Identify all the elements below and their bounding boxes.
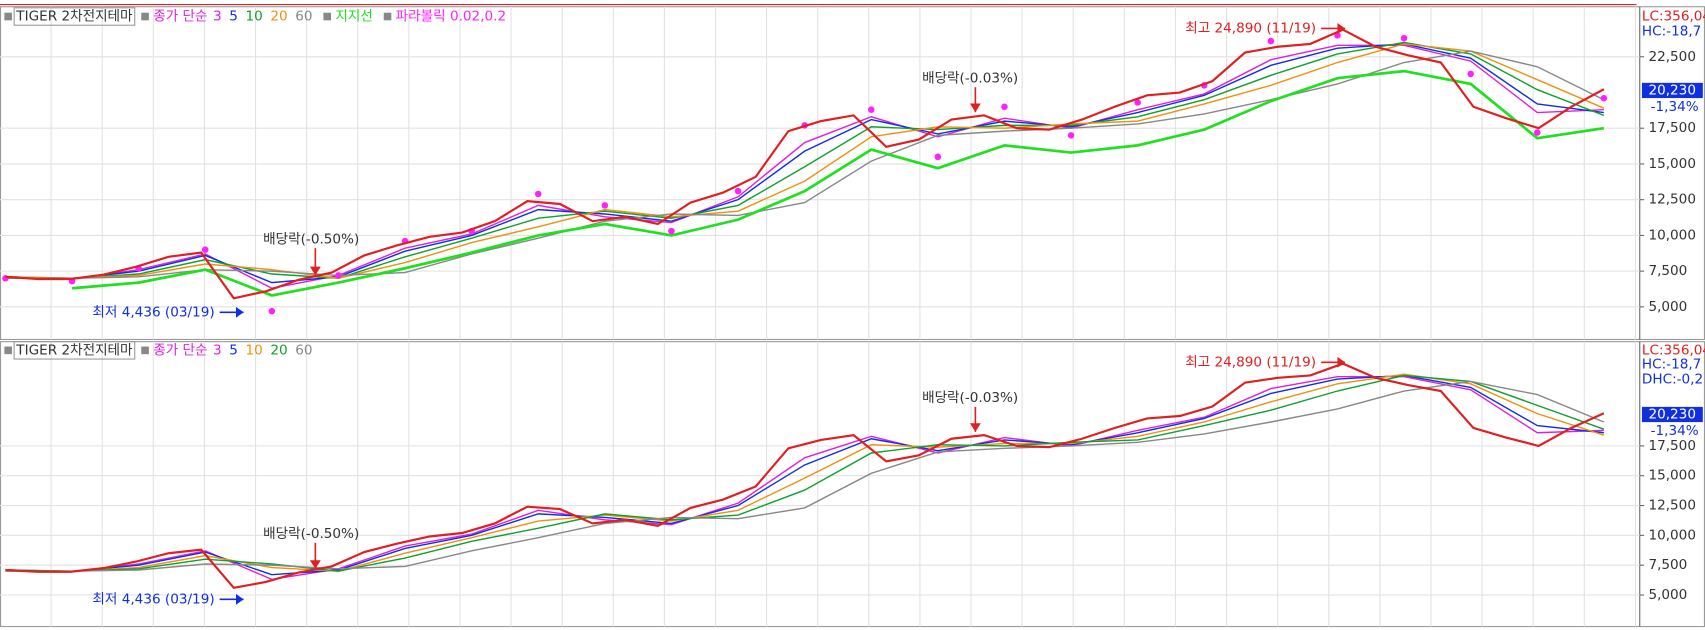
legend-entry: 파라볼릭 0.02,0.2 bbox=[396, 9, 506, 25]
legend-icon bbox=[141, 12, 149, 21]
parabolic-dot bbox=[934, 153, 942, 161]
moving-average-line bbox=[5, 43, 1604, 284]
side-label: DHC:-0,2 bbox=[1642, 372, 1703, 388]
y-tick-label: 10,000 bbox=[1648, 527, 1696, 543]
parabolic-dot bbox=[1001, 103, 1008, 111]
moving-average-line bbox=[5, 43, 1605, 279]
parabolic-dot bbox=[1067, 132, 1075, 139]
legend-icon bbox=[4, 12, 12, 21]
legend-entry: 10 bbox=[245, 9, 262, 25]
y-tick-label: 5,000 bbox=[1648, 299, 1687, 315]
arrow-head bbox=[1337, 23, 1346, 34]
moving-average-line bbox=[5, 380, 1605, 572]
y-tick-label: 7,500 bbox=[1648, 557, 1687, 573]
legend-title: TIGER 2차전지테마 bbox=[15, 342, 133, 358]
legend-icon bbox=[383, 12, 392, 21]
parabolic-dot bbox=[335, 272, 342, 279]
legend-entry: 60 bbox=[295, 9, 312, 25]
parabolic-dot bbox=[1267, 37, 1275, 45]
legend-entry: 3 bbox=[213, 342, 222, 358]
annotation: 최저 4,436 (03/19) bbox=[92, 304, 214, 320]
legend-icon bbox=[4, 346, 12, 355]
parabolic-dot bbox=[1600, 94, 1608, 102]
side-label: LC:356,04 bbox=[1642, 9, 1705, 25]
legend-entry: 20 bbox=[270, 342, 287, 358]
y-tick-label: 7,500 bbox=[1648, 263, 1687, 279]
moving-average-line bbox=[5, 374, 1605, 572]
arrow-head bbox=[969, 423, 981, 432]
moving-average-line bbox=[5, 50, 1605, 279]
parabolic-dot bbox=[1134, 99, 1141, 106]
panel-frame bbox=[0, 341, 1705, 628]
legend-entry: 60 bbox=[295, 342, 312, 358]
change-label: -1,34% bbox=[1651, 99, 1699, 115]
y-tick-label: 5,000 bbox=[1648, 587, 1687, 603]
y-tick-label: 17,500 bbox=[1648, 120, 1696, 136]
arrow-head bbox=[969, 103, 981, 113]
parabolic-dot bbox=[734, 187, 742, 195]
last-price-box bbox=[1641, 406, 1703, 423]
side-label: LC:356,04 bbox=[1642, 342, 1705, 358]
annotation: 배당락(-0.03%) bbox=[922, 70, 1018, 86]
y-tick-label: 12,500 bbox=[1648, 192, 1696, 208]
y-tick-label: 15,000 bbox=[1648, 156, 1696, 172]
annotation: 최고 24,890 (11/19) bbox=[1185, 354, 1316, 370]
legend-icon bbox=[323, 12, 332, 21]
annotation: 최고 24,890 (11/19) bbox=[1185, 20, 1316, 36]
y-tick-label: 10,000 bbox=[1648, 227, 1696, 243]
arrow-head bbox=[235, 593, 244, 605]
arrow-head bbox=[235, 306, 244, 318]
arrow-head bbox=[309, 560, 321, 569]
y-tick-label: 12,500 bbox=[1648, 498, 1696, 514]
panel-frame bbox=[0, 6, 1705, 341]
y-tick-label: 15,000 bbox=[1648, 468, 1696, 484]
moving-average-line bbox=[5, 41, 1605, 279]
parabolic-dot bbox=[867, 106, 875, 113]
parabolic-dot bbox=[268, 307, 276, 315]
side-label: HC:-18,7 bbox=[1642, 356, 1701, 372]
legend-entry: 3 bbox=[213, 9, 222, 25]
last-price: 20,230 bbox=[1648, 82, 1696, 98]
parabolic-dot bbox=[1534, 129, 1541, 136]
legend-prefix: 종가 단순 bbox=[153, 342, 207, 358]
last-price: 20,230 bbox=[1648, 406, 1696, 422]
legend-entry: 5 bbox=[229, 342, 238, 358]
last-price-box bbox=[1641, 82, 1703, 99]
parabolic-dot bbox=[534, 190, 542, 198]
legend-entry: 20 bbox=[270, 9, 287, 25]
annotation: 배당락(-0.50%) bbox=[263, 231, 359, 247]
side-label: HC:-18,7 bbox=[1642, 24, 1701, 40]
parabolic-dot bbox=[1400, 34, 1408, 42]
annotation: 최저 4,436 (03/19) bbox=[92, 591, 214, 607]
legend-title-box bbox=[13, 341, 136, 360]
support-line bbox=[71, 69, 1605, 297]
legend-title-box bbox=[13, 7, 136, 26]
parabolic-dot bbox=[1467, 70, 1474, 78]
legend-entry: 10 bbox=[245, 342, 262, 358]
annotation: 배당락(-0.03%) bbox=[922, 390, 1018, 406]
parabolic-dot bbox=[668, 227, 675, 235]
legend-title: TIGER 2차전지테마 bbox=[15, 9, 133, 25]
arrow-head bbox=[309, 266, 321, 276]
parabolic-dot bbox=[201, 246, 209, 253]
legend-prefix: 종가 단순 bbox=[153, 9, 207, 25]
legend-icon bbox=[141, 346, 149, 355]
annotation: 배당락(-0.50%) bbox=[263, 526, 359, 542]
y-tick-label: 22,500 bbox=[1648, 49, 1696, 65]
parabolic-dot bbox=[601, 202, 609, 209]
change-label: -1,34% bbox=[1651, 423, 1699, 439]
arrow-head bbox=[1337, 356, 1346, 368]
legend-entry: 5 bbox=[229, 9, 238, 25]
moving-average-line bbox=[5, 374, 1604, 576]
y-tick-label: 17,500 bbox=[1648, 438, 1696, 454]
legend-entry: 지지선 bbox=[335, 9, 372, 25]
moving-average-line bbox=[5, 373, 1605, 572]
